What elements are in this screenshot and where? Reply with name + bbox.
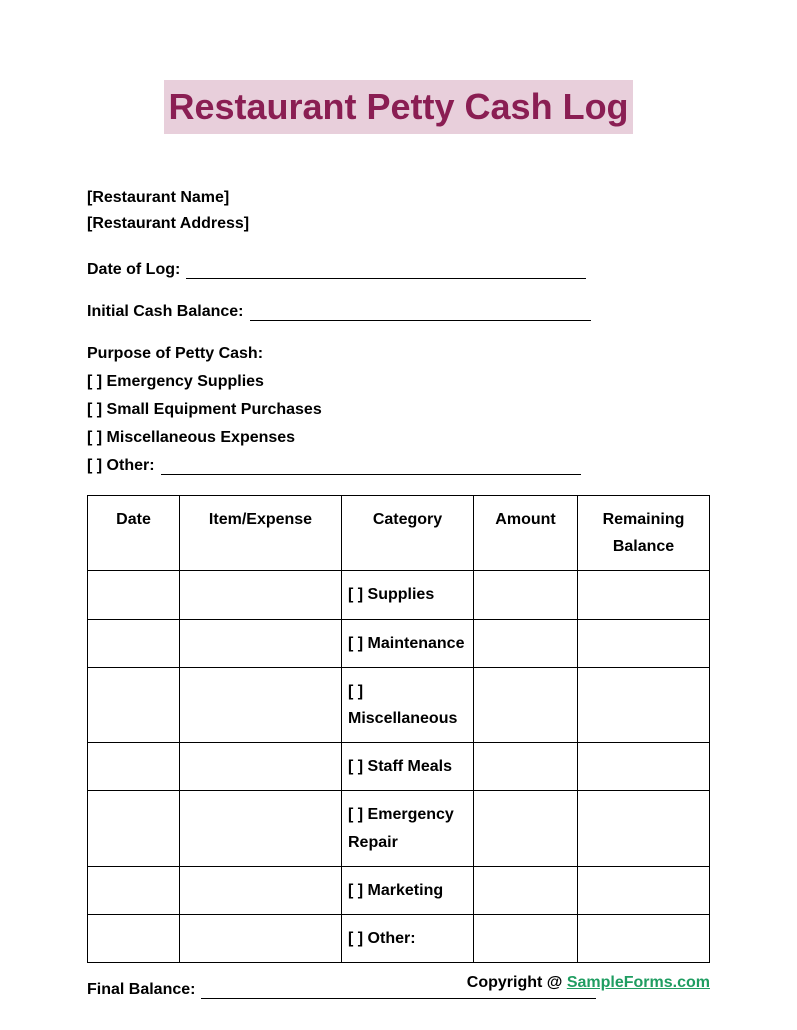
cell-category[interactable]: [ ] Maintenance xyxy=(342,619,474,667)
cell-amount[interactable] xyxy=(474,571,578,619)
cell-balance[interactable] xyxy=(578,866,710,914)
initial-balance-label: Initial Cash Balance: xyxy=(87,303,244,321)
cell-amount[interactable] xyxy=(474,914,578,962)
col-balance: Remaining Balance xyxy=(578,496,710,571)
log-table: Date Item/Expense Category Amount Remain… xyxy=(87,495,710,963)
table-row: [ ] Maintenance xyxy=(88,619,710,667)
cell-category[interactable]: [ ] Staff Meals xyxy=(342,743,474,791)
cell-balance[interactable] xyxy=(578,791,710,866)
table-header-row: Date Item/Expense Category Amount Remain… xyxy=(88,496,710,571)
cell-category[interactable]: [ ] Emergency Repair xyxy=(342,791,474,866)
footer-text: Copyright @ xyxy=(467,974,567,991)
footer: Copyright @ SampleForms.com xyxy=(467,974,710,992)
cell-date[interactable] xyxy=(88,667,180,742)
cell-amount[interactable] xyxy=(474,791,578,866)
cell-item[interactable] xyxy=(180,743,342,791)
purpose-option[interactable]: [ ] Emergency Supplies xyxy=(87,373,710,391)
page-title: Restaurant Petty Cash Log xyxy=(164,80,632,134)
purpose-other-input[interactable] xyxy=(161,461,581,475)
cell-balance[interactable] xyxy=(578,743,710,791)
cell-amount[interactable] xyxy=(474,667,578,742)
cell-date[interactable] xyxy=(88,914,180,962)
col-date: Date xyxy=(88,496,180,571)
cell-item[interactable] xyxy=(180,571,342,619)
purpose-option[interactable]: [ ] Small Equipment Purchases xyxy=(87,401,710,419)
cell-balance[interactable] xyxy=(578,571,710,619)
col-item: Item/Expense xyxy=(180,496,342,571)
table-row: [ ] Marketing xyxy=(88,866,710,914)
cell-item[interactable] xyxy=(180,667,342,742)
purpose-option-other[interactable]: [ ] Other: xyxy=(87,457,710,475)
date-of-log-row: Date of Log: xyxy=(87,261,710,279)
date-of-log-label: Date of Log: xyxy=(87,261,180,279)
cell-amount[interactable] xyxy=(474,866,578,914)
cell-item[interactable] xyxy=(180,619,342,667)
cell-balance[interactable] xyxy=(578,667,710,742)
purpose-option[interactable]: [ ] Miscellaneous Expenses xyxy=(87,429,710,447)
initial-balance-input[interactable] xyxy=(250,307,591,321)
cell-item[interactable] xyxy=(180,791,342,866)
cell-category[interactable]: [ ] Marketing xyxy=(342,866,474,914)
restaurant-address: [Restaurant Address] xyxy=(87,215,710,233)
cell-balance[interactable] xyxy=(578,914,710,962)
table-row: [ ] Staff Meals xyxy=(88,743,710,791)
title-wrap: Restaurant Petty Cash Log xyxy=(87,80,710,134)
date-of-log-input[interactable] xyxy=(186,265,586,279)
cell-date[interactable] xyxy=(88,866,180,914)
cell-balance[interactable] xyxy=(578,619,710,667)
purpose-other-label: [ ] Other: xyxy=(87,457,155,475)
table-row: [ ] Emergency Repair xyxy=(88,791,710,866)
cell-date[interactable] xyxy=(88,791,180,866)
final-balance-label: Final Balance: xyxy=(87,981,195,999)
col-amount: Amount xyxy=(474,496,578,571)
cell-category[interactable]: [ ] Supplies xyxy=(342,571,474,619)
purpose-heading: Purpose of Petty Cash: xyxy=(87,345,710,363)
cell-date[interactable] xyxy=(88,619,180,667)
table-row: [ ] Miscellaneous xyxy=(88,667,710,742)
cell-amount[interactable] xyxy=(474,743,578,791)
page: Restaurant Petty Cash Log [Restaurant Na… xyxy=(0,0,797,999)
cell-date[interactable] xyxy=(88,743,180,791)
cell-amount[interactable] xyxy=(474,619,578,667)
footer-link[interactable]: SampleForms.com xyxy=(567,974,710,991)
col-category: Category xyxy=(342,496,474,571)
table-row: [ ] Other: xyxy=(88,914,710,962)
cell-date[interactable] xyxy=(88,571,180,619)
cell-category[interactable]: [ ] Miscellaneous xyxy=(342,667,474,742)
table-row: [ ] Supplies xyxy=(88,571,710,619)
initial-balance-row: Initial Cash Balance: xyxy=(87,303,710,321)
restaurant-name: [Restaurant Name] xyxy=(87,189,710,207)
cell-item[interactable] xyxy=(180,914,342,962)
table-body: [ ] Supplies [ ] Maintenance [ ] Miscell… xyxy=(88,571,710,963)
cell-item[interactable] xyxy=(180,866,342,914)
cell-category[interactable]: [ ] Other: xyxy=(342,914,474,962)
